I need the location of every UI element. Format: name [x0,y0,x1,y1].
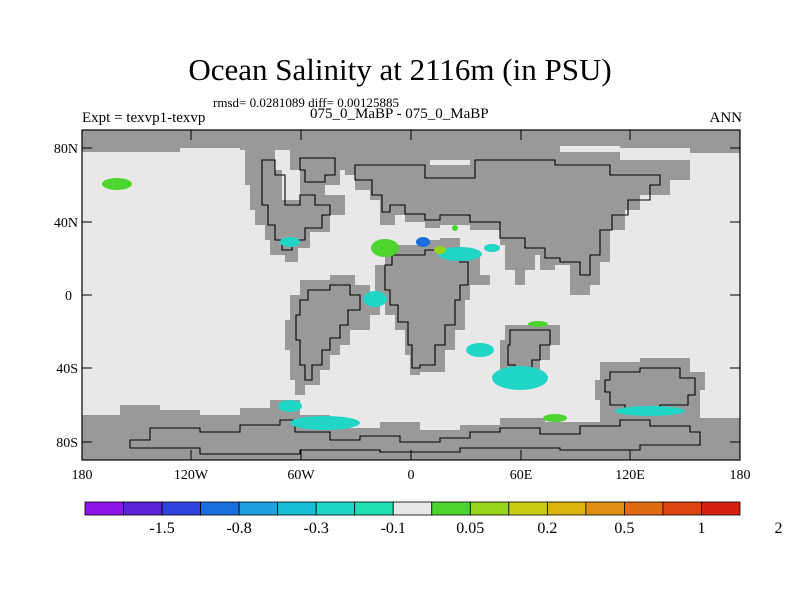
colorbar-swatch [546,501,587,516]
land-north-america [245,150,345,262]
colorbar-swatch [624,501,664,516]
colorbar-swatch [662,501,702,516]
colorbar-label: 2 [775,520,783,537]
experiment-label: Expt = texvp1-texvp [82,110,206,126]
colorbar-swatch [392,501,433,516]
anomaly-patch-equatorial [363,291,387,307]
anomaly-patches [102,178,685,430]
lat-label-80n: 80N [54,142,78,157]
colorbar-swatch [84,501,124,516]
colorbar-swatch [200,501,240,516]
colorbar-swatch [354,501,394,516]
lat-label-eq: 0 [65,289,72,304]
colorbar [84,501,741,516]
stats-text: rmsd= 0.0281089 diff= 0.00125885 [213,95,399,110]
land-africa [375,238,490,375]
anomaly-patch-drake-1 [278,400,302,412]
coastlines [129,157,701,455]
anomaly-patch-med-5 [452,225,458,231]
lon-label-180e: 180 [730,468,751,483]
coast-australia [604,367,696,413]
anomaly-patch-pacific-north [102,178,132,190]
colorbar-label: -0.1 [381,520,406,537]
anomaly-patch-indian-2 [466,343,494,357]
tick-marks [82,130,740,460]
anomaly-patch-med-3 [434,246,446,254]
land-australia [595,358,705,418]
season-label: ANN [709,110,743,126]
colorbar-swatch [701,501,741,516]
anomaly-patch-med-4 [484,244,500,252]
anomaly-patch-atlantic-green [371,239,399,257]
lon-label-0: 0 [408,468,415,483]
lat-label-40s: 40S [56,362,78,377]
anomaly-patch-indian-3 [492,366,548,390]
coast-north-america [261,159,331,251]
colorbar-labels: -1.5 -0.8 -0.3 -0.1 0.05 0.2 0.5 1 2 [149,520,782,537]
colorbar-label: -1.5 [149,520,174,537]
lat-labels: 80N 40N 0 40S 80S [54,142,78,451]
coast-south-america [295,284,361,381]
colorbar-swatch [277,501,317,516]
lon-labels: 180 120W 60W 0 60E 120E 180 [72,468,751,483]
colorbar-swatch [238,501,279,516]
lon-label-60w: 60W [287,468,315,483]
anomaly-patch-southern-east [615,406,685,416]
colorbar-label: -0.8 [226,520,251,537]
land-eurasia [345,150,690,295]
colorbar-swatch [161,501,201,516]
anomaly-patch-southern-green [543,414,567,422]
colorbar-label: 0.05 [456,520,484,537]
colorbar-label: 0.5 [614,520,634,537]
lon-label-60e: 60E [510,468,533,483]
colorbar-label: -0.3 [304,520,329,537]
land-arctic-strip [82,130,740,160]
anomaly-patch-gulf [280,237,300,247]
colorbar-label: 0.2 [537,520,557,537]
land-south-america [285,275,380,395]
lat-label-80s: 80S [56,436,78,451]
colorbar-swatch [508,501,548,516]
anomaly-patch-med-1 [416,237,430,247]
coast-greenland [299,157,336,183]
colorbar-swatch [469,501,510,516]
lon-label-180w: 180 [72,468,93,483]
coast-antarctica [129,419,701,455]
anomaly-patch-drake-2 [290,416,360,430]
anomaly-patch-indian-1 [528,321,548,327]
anomaly-patch-med-2 [438,247,482,261]
plot-title: Ocean Salinity at 2116m (in PSU) [188,52,612,87]
land-antarctica [82,400,740,460]
land-south-asia [505,245,535,285]
colorbar-swatch [431,501,471,516]
lon-label-120w: 120W [174,468,209,483]
colorbar-swatch [123,501,163,516]
coast-eurasia [354,159,661,276]
lon-label-120e: 120E [615,468,645,483]
lat-label-40n: 40N [54,216,78,231]
cases-label: 075_0_MaBP - 075_0_MaBP [310,106,489,122]
land-greenland [290,150,345,188]
colorbar-swatch [315,501,356,516]
colorbar-label: 1 [697,520,705,537]
colorbar-swatch [585,501,625,516]
land-masses [82,130,740,460]
